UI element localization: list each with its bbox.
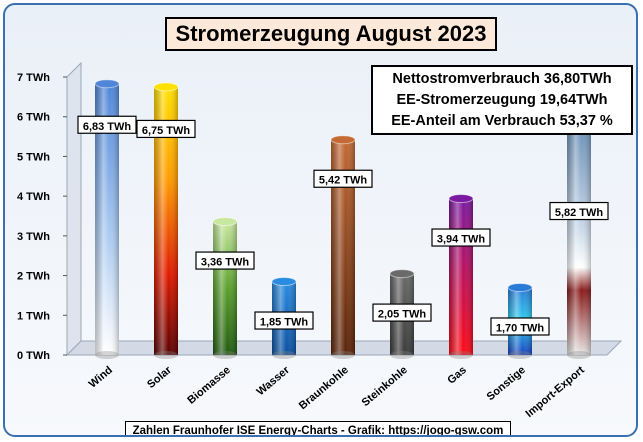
data-label: 5,42 TWh: [319, 175, 368, 187]
data-label: 3,36 TWh: [201, 257, 250, 269]
x-tick-label: Gas: [445, 364, 469, 387]
y-tick-label: 4 TWh: [17, 191, 50, 203]
bar-chart: 0 TWh 1 TWh 2 TWh 3 TWh 4 TWh 5 TWh 6 TWh 7 TWh…: [17, 61, 623, 420]
data-label: 6,75 TWh: [142, 125, 191, 137]
x-tick-label: Sonstige: [485, 364, 528, 403]
data-label: 1,85 TWh: [260, 317, 309, 329]
x-tick-label: Braunkohle: [297, 364, 351, 412]
bar-base: [449, 351, 473, 359]
data-label-box: [549, 201, 609, 221]
side-wall: [66, 61, 82, 357]
bar-top: [153, 82, 179, 92]
x-tick-labels: Wind Solar Biomasse Wasser Braunkohle Steinko…: [87, 364, 587, 420]
info-line-share: EE-Anteil am Verbrauch 53,37 %: [391, 112, 613, 129]
bar-top: [507, 282, 533, 292]
x-tick-label: Import-Export: [523, 364, 587, 420]
bar-shine: [567, 123, 591, 355]
y-tick-label: 0 TWh: [17, 350, 50, 362]
chart-frame: 0 TWh 1 TWh 2 TWh 3 TWh 4 TWh 5 TWh 6 TWh 7 TWh…: [3, 3, 638, 437]
bar-shine: [449, 198, 473, 355]
bar-base: [390, 351, 414, 359]
bar-base: [213, 351, 237, 359]
x-tick-label: Biomasse: [185, 364, 233, 407]
bar-base: [272, 351, 296, 359]
data-label-box: [372, 303, 432, 322]
bar-top: [330, 135, 356, 145]
bar-top: [271, 277, 297, 287]
data-label: 2,05 TWh: [378, 309, 427, 321]
chart-title: Stromerzeugung August 2023: [165, 17, 497, 51]
y-tick-label: 1 TWh: [17, 310, 50, 322]
y-tick-label: 7 TWh: [17, 72, 50, 84]
data-label: 1,70 TWh: [496, 322, 545, 334]
y-tick-label: 6 TWh: [17, 112, 50, 124]
info-box: Nettostromverbrauch 36,80TWh EE-Stromerz…: [371, 65, 633, 135]
data-label-box: [313, 169, 373, 188]
data-label-box: [77, 115, 137, 134]
x-tick-label: Wind: [87, 364, 115, 390]
y-tick-label: 5 TWh: [17, 151, 50, 163]
bar-base: [508, 351, 532, 359]
axes: 0 TWh 1 TWh 2 TWh 3 TWh 4 TWh 5 TWh 6 TWh 7 TWh: [17, 61, 623, 362]
data-label: 3,94 TWh: [437, 234, 486, 246]
bar-base: [154, 351, 178, 359]
data-label-box: [254, 311, 314, 330]
data-label-box: [431, 228, 491, 247]
bar-base: [567, 351, 591, 359]
bar-top: [94, 79, 120, 89]
data-label-box: [490, 317, 550, 336]
bar-top: [448, 194, 474, 204]
data-labels: 6,83 TWh 6,75 TWh 3,36 TWh 1,85 TWh 5,42 TWh…: [77, 115, 609, 336]
x-tick-label: Solar: [145, 364, 174, 391]
credit-line: Zahlen Fraunhofer ISE Energy-Charts - Gr…: [125, 421, 511, 435]
bar-top: [389, 269, 415, 279]
y-tick-label: 2 TWh: [17, 271, 50, 283]
data-label: 5,82 TWh: [555, 207, 604, 219]
data-label: 6,83 TWh: [83, 121, 132, 133]
bar-base: [331, 351, 355, 359]
data-label-box: [195, 251, 255, 270]
x-tick-label: Wasser: [255, 364, 293, 399]
y-tick-label: 3 TWh: [17, 231, 50, 243]
bar-shine: [213, 221, 237, 355]
data-label-box: [136, 119, 196, 139]
info-line-consumption: Nettostromverbrauch 36,80TWh: [392, 70, 612, 87]
info-line-renewables: EE-Stromerzeugung 19,64TWh: [396, 91, 608, 108]
bar-base: [95, 351, 119, 359]
bar-top: [212, 217, 238, 227]
x-tick-label: Steinkohle: [360, 364, 410, 409]
